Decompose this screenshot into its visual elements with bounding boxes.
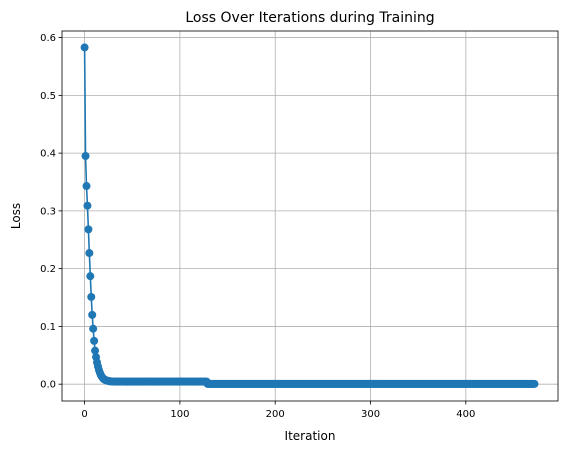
- data-point: [81, 152, 90, 161]
- y-tick-label: 0.3: [40, 206, 56, 217]
- data-point: [91, 346, 100, 355]
- y-tick-label: 0.1: [40, 322, 56, 333]
- data-point: [90, 336, 99, 345]
- data-point: [86, 272, 95, 281]
- data-point: [82, 182, 91, 191]
- data-point: [87, 292, 96, 301]
- data-point: [80, 43, 89, 52]
- x-axis-label: Iteration: [285, 429, 336, 443]
- y-tick-label: 0.4: [40, 149, 56, 160]
- y-tick-label: 0.5: [40, 91, 56, 102]
- data-point: [530, 379, 539, 388]
- x-tick-label: 100: [170, 409, 189, 420]
- x-tick-label: 400: [456, 409, 475, 420]
- grid-lines: [62, 31, 558, 401]
- loss-series: [80, 43, 539, 388]
- y-axis-ticks: 0.0 0.1 0.2 0.3 0.4 0.5 0.6: [40, 33, 62, 391]
- y-axis-label: Loss: [9, 203, 23, 229]
- x-tick-label: 0: [81, 409, 87, 420]
- y-tick-label: 0.0: [40, 380, 56, 391]
- x-axis-ticks: 0 100 200 300 400: [81, 401, 475, 420]
- data-point: [83, 201, 92, 210]
- data-point: [84, 225, 93, 234]
- plot-frame: [61, 30, 559, 402]
- chart-title: Loss Over Iterations during Training: [185, 10, 434, 26]
- x-tick-label: 200: [266, 409, 285, 420]
- y-tick-label: 0.6: [40, 33, 56, 44]
- data-point: [88, 310, 97, 319]
- x-tick-label: 300: [361, 409, 380, 420]
- loss-line: [83, 47, 535, 385]
- data-point: [85, 249, 94, 258]
- data-point: [89, 324, 98, 333]
- y-tick-label: 0.2: [40, 264, 56, 275]
